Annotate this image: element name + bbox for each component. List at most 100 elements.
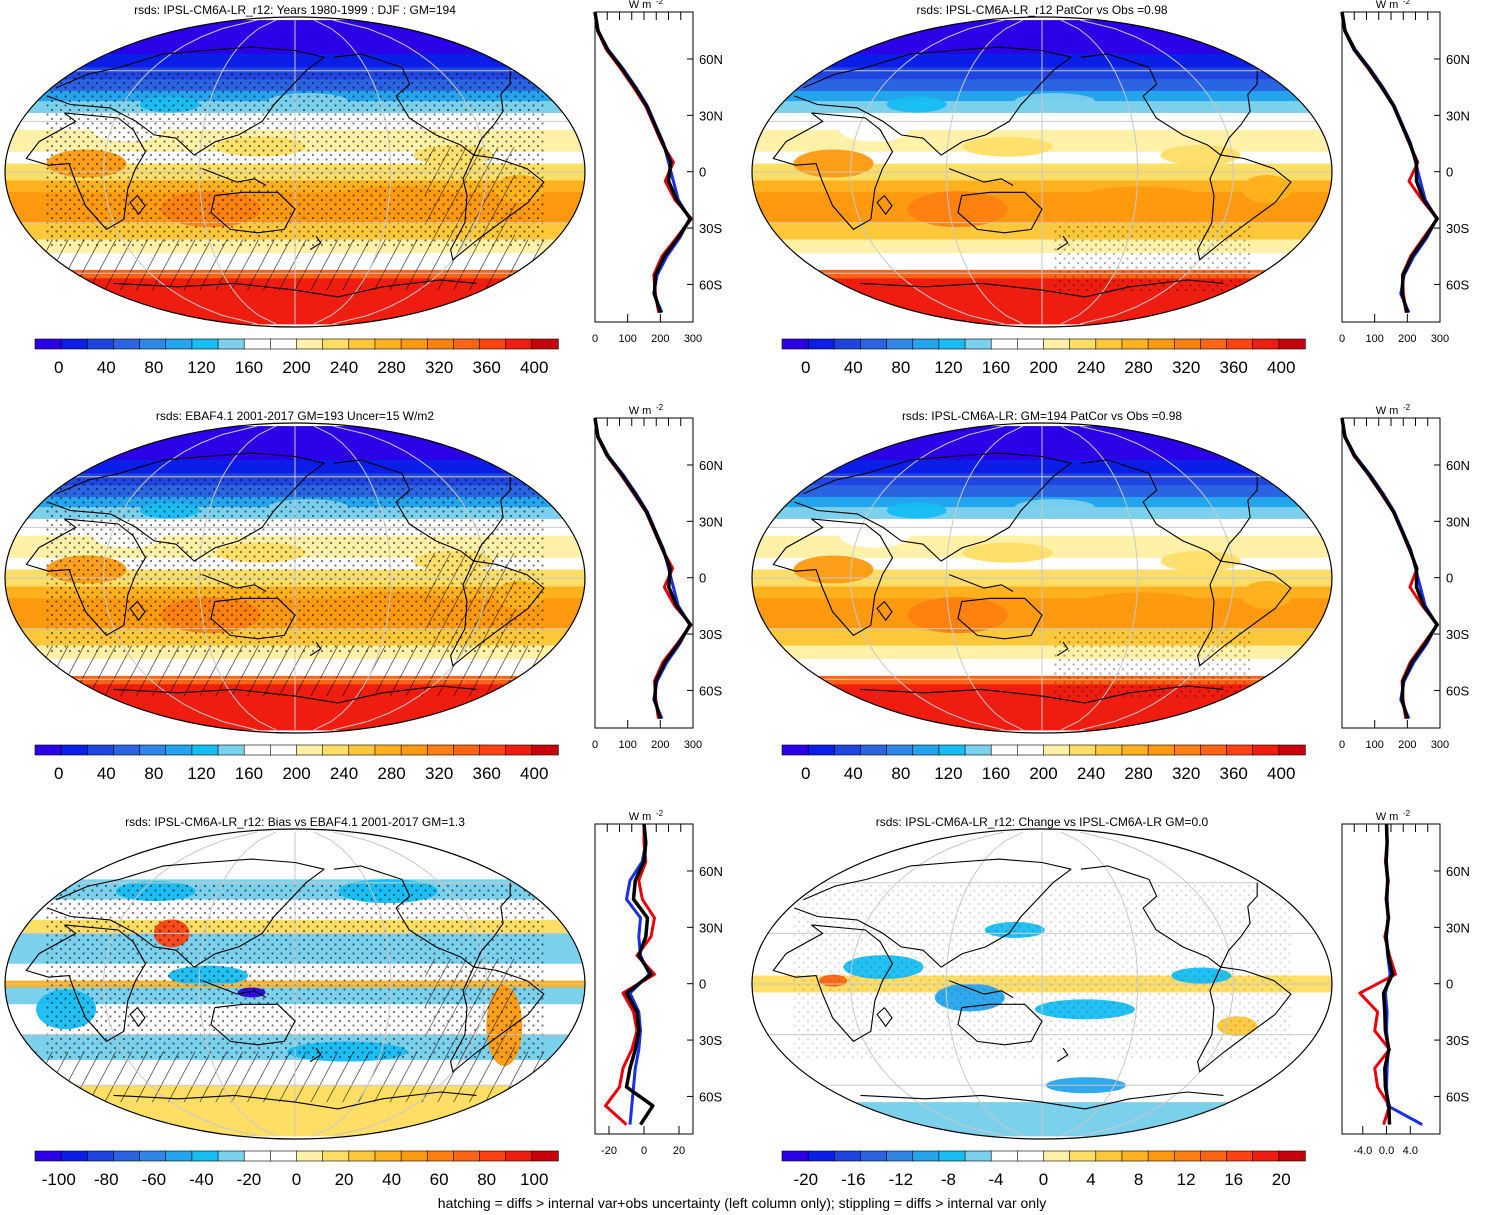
colorbar-label: 16 bbox=[1224, 1170, 1243, 1189]
graticule-meridian bbox=[198, 425, 277, 731]
graticule-meridian bbox=[313, 831, 392, 1137]
coastline bbox=[772, 924, 894, 1043]
panel-title: rsds: IPSL-CM6A-LR_r12: Change vs IPSL-C… bbox=[876, 815, 1209, 829]
zonal-plot: W m -2 60N 30N 0 30S 60S 0 100 200 300 bbox=[592, 403, 723, 751]
colorbar-swatch bbox=[938, 1150, 966, 1162]
colorbar-label: 200 bbox=[282, 764, 310, 783]
panel-2: rsds: EBAF4.1 2001-2017 GM=193 Uncer=15 … bbox=[4, 403, 723, 783]
field-anomaly bbox=[1241, 580, 1292, 609]
field-anomaly bbox=[962, 136, 1053, 157]
map-outline bbox=[751, 16, 1333, 328]
zonal-x-label: 4.0 bbox=[1403, 1145, 1418, 1157]
colorbar-label: 400 bbox=[520, 358, 548, 377]
colorbar-label: 60 bbox=[430, 1170, 449, 1189]
colorbar-label: 12 bbox=[1177, 1170, 1196, 1189]
graticule-meridian bbox=[332, 19, 487, 325]
colorbar-swatch bbox=[1043, 1150, 1071, 1162]
graticule bbox=[5, 425, 585, 731]
colorbar-swatch bbox=[191, 338, 219, 350]
map-outline bbox=[4, 16, 586, 328]
zonal-x-label: 200 bbox=[1398, 739, 1416, 751]
colorbar-label: 240 bbox=[330, 764, 358, 783]
panel-0: rsds: IPSL-CM6A-LR_r12: Years 1980-1999 … bbox=[4, 0, 723, 377]
coastline bbox=[948, 980, 1014, 998]
coastline bbox=[1080, 53, 1258, 156]
colorbar-swatch bbox=[781, 338, 809, 350]
colorbar-swatch bbox=[113, 338, 141, 350]
map bbox=[4, 16, 586, 328]
colorbar-label: 0 bbox=[292, 1170, 301, 1189]
map-outline bbox=[751, 422, 1333, 734]
colorbar-label: -20 bbox=[237, 1170, 262, 1189]
colorbar-swatch bbox=[1147, 1150, 1175, 1162]
field-anomaly bbox=[1014, 93, 1095, 110]
colorbar-swatch bbox=[479, 1150, 507, 1162]
zonal-mean-line bbox=[1381, 823, 1395, 1125]
colorbar-swatch bbox=[87, 744, 115, 756]
zonal-x-label: 0 bbox=[592, 333, 598, 345]
coastline bbox=[25, 924, 147, 1043]
colorbar-label: 360 bbox=[472, 764, 500, 783]
colorbar-swatch bbox=[990, 744, 1019, 756]
colorbar-swatch bbox=[912, 1150, 940, 1162]
colorbar-label: 40 bbox=[97, 358, 116, 377]
panel-3: rsds: IPSL-CM6A-LR: GM=194 PatCor vs Obs… bbox=[751, 403, 1470, 783]
zonal-lat-label: 60N bbox=[1446, 458, 1470, 473]
coastlines bbox=[772, 858, 1292, 1110]
colorbar-swatch bbox=[217, 744, 245, 756]
zonal-x-label: 300 bbox=[684, 739, 702, 751]
colorbar-swatch bbox=[1200, 744, 1228, 756]
stippling bbox=[1052, 222, 1252, 294]
colorbar-swatch bbox=[1252, 1150, 1280, 1162]
colorbar-swatch bbox=[243, 1150, 272, 1162]
colorbar-swatch bbox=[453, 744, 481, 756]
field-anomaly bbox=[886, 96, 947, 113]
coastline bbox=[450, 966, 545, 1073]
graticule-meridian bbox=[103, 19, 258, 325]
coastline bbox=[25, 112, 147, 231]
colorbar-label: 0 bbox=[54, 358, 63, 377]
coastline bbox=[794, 56, 1072, 156]
colorbar-swatch bbox=[1017, 744, 1045, 756]
zonal-lat-label: 60S bbox=[1446, 277, 1469, 292]
graticule-meridian bbox=[1060, 425, 1139, 731]
graticule-meridian bbox=[945, 831, 1024, 1137]
colorbar-swatch bbox=[1278, 338, 1306, 350]
colorbar-swatch bbox=[34, 744, 62, 756]
coastlines bbox=[772, 452, 1292, 704]
colorbar-swatch bbox=[505, 338, 533, 350]
coastline bbox=[1080, 459, 1258, 562]
coastline bbox=[47, 462, 325, 562]
graticule-meridian bbox=[1060, 19, 1139, 325]
colorbar-swatch bbox=[834, 1150, 862, 1162]
zonal-x-label: 0 bbox=[1339, 739, 1345, 751]
zonal-obs-line bbox=[1340, 11, 1439, 314]
coastline bbox=[1056, 641, 1069, 657]
colorbar-swatch bbox=[1095, 338, 1123, 350]
zonal-obs-line bbox=[1340, 417, 1439, 720]
field-anomaly bbox=[793, 555, 874, 584]
colorbar-swatch bbox=[781, 1150, 809, 1162]
field-anomaly bbox=[1071, 186, 1212, 219]
graticule bbox=[5, 19, 585, 325]
coastline bbox=[25, 518, 147, 637]
colorbar-swatch bbox=[243, 744, 272, 756]
colorbar-swatch bbox=[322, 338, 350, 350]
zonal-x-label: 20 bbox=[673, 1145, 685, 1157]
coastline bbox=[876, 195, 893, 216]
colorbar-swatch bbox=[426, 744, 455, 756]
colorbar-swatch bbox=[426, 338, 455, 350]
zonal-unit-label: W m bbox=[629, 405, 652, 417]
colorbar-swatch bbox=[1278, 1150, 1306, 1162]
colorbar-label: 120 bbox=[934, 764, 962, 783]
zonal-lat-label: 0 bbox=[1446, 977, 1453, 992]
colorbar-label: -8 bbox=[941, 1170, 956, 1189]
colorbar-swatch bbox=[531, 1150, 559, 1162]
colorbar-swatch bbox=[479, 744, 507, 756]
colorbar-swatch bbox=[400, 1150, 428, 1162]
zonal-frame bbox=[594, 417, 694, 729]
colorbar-label: 0 bbox=[801, 764, 810, 783]
zonal-x-label: 100 bbox=[1365, 739, 1383, 751]
colorbar-swatch bbox=[322, 744, 350, 756]
colorbar-label: 400 bbox=[520, 764, 548, 783]
